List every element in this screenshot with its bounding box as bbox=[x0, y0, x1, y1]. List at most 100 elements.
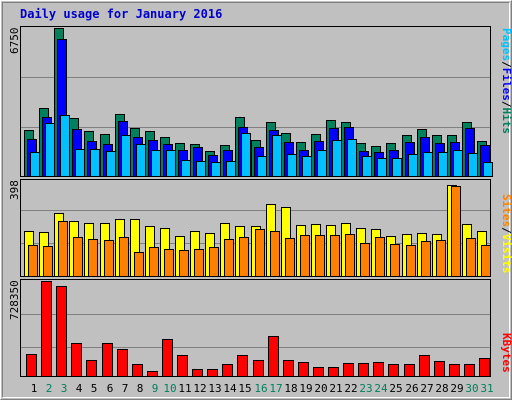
day-label-11: 11 bbox=[178, 382, 191, 395]
legend-hits-files-pages: Pages/Files/Hits bbox=[500, 28, 512, 134]
legend-kbytes: KBytes bbox=[500, 333, 512, 373]
day-label-4: 4 bbox=[76, 382, 83, 395]
bar-pages-day-13 bbox=[211, 162, 221, 177]
bar-kbytes-day-4 bbox=[71, 343, 82, 377]
bar-kbytes-day-22 bbox=[343, 363, 354, 377]
day-label-20: 20 bbox=[314, 382, 327, 395]
bar-kbytes-day-17 bbox=[268, 336, 279, 377]
bar-kbytes-day-13 bbox=[207, 369, 218, 377]
bar-kbytes-day-24 bbox=[373, 362, 384, 377]
bar-kbytes-day-2 bbox=[41, 281, 52, 377]
bar-kbytes-day-16 bbox=[253, 360, 264, 377]
legend-sites: Sites bbox=[500, 194, 512, 227]
bar-sites-day-24 bbox=[375, 237, 385, 277]
legend-kbytes-group: KBytes bbox=[500, 333, 512, 373]
bar-kbytes-day-21 bbox=[328, 367, 339, 377]
legend-sep: / bbox=[500, 227, 512, 234]
bar-sites-day-1 bbox=[28, 245, 38, 277]
bar-pages-day-21 bbox=[332, 140, 342, 177]
bar-sites-day-8 bbox=[134, 252, 144, 277]
bar-kbytes-day-25 bbox=[388, 364, 399, 377]
bar-pages-day-28 bbox=[438, 152, 448, 177]
bar-sites-day-5 bbox=[88, 239, 98, 277]
day-label-23: 23 bbox=[359, 382, 372, 395]
bar-kbytes-day-3 bbox=[56, 286, 67, 377]
bar-pages-day-7 bbox=[121, 135, 131, 177]
day-label-22: 22 bbox=[344, 382, 357, 395]
bar-sites-day-20 bbox=[315, 235, 325, 277]
bar-sites-day-16 bbox=[255, 229, 265, 277]
bar-sites-day-26 bbox=[406, 245, 416, 277]
day-label-17: 17 bbox=[269, 382, 282, 395]
day-label-3: 3 bbox=[61, 382, 68, 395]
legend-visits: Visits bbox=[500, 234, 512, 274]
bar-sites-day-12 bbox=[194, 249, 204, 277]
y-max-label-visits: 398 bbox=[8, 180, 21, 200]
day-label-24: 24 bbox=[374, 382, 388, 395]
bar-pages-day-18 bbox=[287, 154, 297, 177]
bar-kbytes-day-9 bbox=[147, 371, 158, 377]
day-label-28: 28 bbox=[435, 382, 448, 395]
bar-kbytes-day-11 bbox=[177, 355, 188, 377]
bar-kbytes-day-14 bbox=[222, 364, 233, 377]
bar-sites-day-6 bbox=[104, 240, 114, 277]
bar-kbytes-day-6 bbox=[102, 343, 113, 377]
bar-kbytes-day-12 bbox=[192, 369, 203, 377]
day-label-16: 16 bbox=[254, 382, 267, 395]
bar-pages-day-24 bbox=[377, 158, 387, 177]
day-label-5: 5 bbox=[91, 382, 98, 395]
bar-pages-day-15 bbox=[241, 133, 251, 177]
bar-sites-day-25 bbox=[390, 244, 400, 277]
bar-kbytes-day-28 bbox=[434, 361, 445, 377]
bar-pages-day-26 bbox=[408, 154, 418, 177]
bar-pages-day-6 bbox=[106, 151, 116, 177]
bar-sites-day-2 bbox=[43, 246, 53, 277]
bar-kbytes-day-20 bbox=[313, 367, 324, 377]
bar-sites-day-9 bbox=[149, 247, 159, 277]
day-label-8: 8 bbox=[137, 382, 144, 395]
day-label-26: 26 bbox=[405, 382, 418, 395]
bar-sites-day-14 bbox=[224, 239, 234, 277]
bar-pages-day-10 bbox=[166, 150, 176, 177]
day-label-10: 10 bbox=[163, 382, 176, 395]
bar-kbytes-day-18 bbox=[283, 360, 294, 377]
bar-pages-day-20 bbox=[317, 150, 327, 177]
bar-kbytes-day-7 bbox=[117, 349, 128, 377]
bar-sites-day-17 bbox=[270, 231, 280, 277]
day-label-14: 14 bbox=[223, 382, 237, 395]
day-label-27: 27 bbox=[420, 382, 433, 395]
bar-kbytes-day-15 bbox=[237, 355, 248, 377]
bar-sites-day-4 bbox=[73, 237, 83, 277]
legend-hits: Hits bbox=[500, 108, 512, 135]
bar-kbytes-day-23 bbox=[358, 363, 369, 377]
day-label-15: 15 bbox=[238, 382, 251, 395]
day-label-19: 19 bbox=[299, 382, 312, 395]
bar-sites-day-15 bbox=[239, 237, 249, 277]
bar-sites-day-18 bbox=[285, 238, 295, 277]
day-label-30: 30 bbox=[465, 382, 478, 395]
bar-sites-day-10 bbox=[164, 249, 174, 277]
day-label-9: 9 bbox=[152, 382, 159, 395]
day-label-2: 2 bbox=[46, 382, 53, 395]
bar-kbytes-day-27 bbox=[419, 355, 430, 377]
day-label-13: 13 bbox=[208, 382, 221, 395]
bar-kbytes-day-8 bbox=[132, 364, 143, 377]
bar-sites-day-13 bbox=[209, 247, 219, 277]
bars bbox=[24, 28, 493, 377]
bar-sites-day-21 bbox=[330, 235, 340, 277]
bar-pages-day-19 bbox=[302, 156, 312, 177]
day-label-1: 1 bbox=[31, 382, 38, 395]
bar-sites-day-27 bbox=[421, 241, 431, 277]
bar-sites-day-28 bbox=[436, 240, 446, 277]
bar-kbytes-day-26 bbox=[404, 364, 415, 377]
bar-pages-day-16 bbox=[257, 156, 267, 177]
bar-sites-day-19 bbox=[300, 235, 310, 277]
legend-pages: Pages bbox=[500, 28, 512, 61]
bar-pages-day-1 bbox=[30, 152, 40, 177]
bar-pages-day-2 bbox=[45, 123, 55, 177]
chart-title: Daily usage for January 2016 bbox=[20, 7, 222, 21]
bar-pages-day-30 bbox=[468, 153, 478, 177]
bar-kbytes-day-19 bbox=[298, 362, 309, 377]
bar-pages-day-29 bbox=[453, 150, 463, 177]
